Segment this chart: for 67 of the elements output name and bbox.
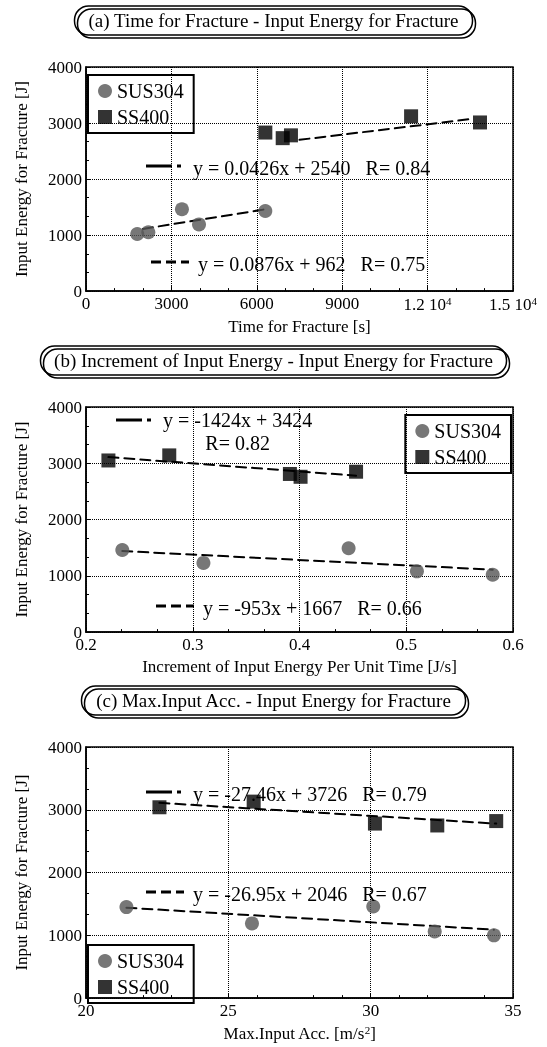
point bbox=[192, 217, 207, 232]
point bbox=[367, 816, 382, 831]
legend-label: SS400 bbox=[117, 976, 170, 998]
point bbox=[174, 202, 189, 217]
y-tick-label: 4000 bbox=[48, 397, 82, 417]
y-axis-title: Input Energy for Fracture [J] bbox=[12, 774, 31, 971]
point bbox=[489, 814, 504, 829]
point bbox=[152, 800, 167, 815]
x-tick-label: 6000 bbox=[239, 294, 274, 314]
y-tick-label: 2000 bbox=[48, 169, 82, 189]
annotation: y = 0.0876x + 962 R= 0.75 bbox=[198, 253, 426, 276]
point bbox=[349, 464, 364, 479]
annotation: y = -953x + 1667 R= 0.66 bbox=[203, 597, 422, 620]
point bbox=[115, 542, 130, 557]
chart-title: (c) Max.Input Acc. - Input Energy for Fracture bbox=[96, 690, 451, 712]
y-tick-label: 4000 bbox=[48, 57, 82, 77]
point bbox=[486, 928, 501, 943]
x-tick-label: 3000 bbox=[154, 294, 189, 314]
x-tick-label: 0.4 bbox=[288, 635, 311, 655]
point bbox=[427, 924, 442, 939]
point bbox=[472, 115, 487, 130]
point bbox=[130, 226, 145, 241]
point bbox=[244, 916, 259, 931]
x-tick-label: 0.6 bbox=[502, 635, 524, 655]
point bbox=[430, 818, 445, 833]
y-tick-label: 1000 bbox=[48, 566, 82, 586]
legend-label: SS400 bbox=[117, 106, 170, 128]
legend-label: SUS304 bbox=[117, 950, 184, 972]
point bbox=[409, 564, 424, 579]
x-tick-label: 35 bbox=[504, 1001, 522, 1021]
legend-label: SUS304 bbox=[434, 420, 502, 442]
y-tick-label: 3000 bbox=[48, 453, 82, 473]
point bbox=[196, 555, 211, 570]
y-tick-label: 3000 bbox=[48, 800, 82, 820]
y-tick-label: 2000 bbox=[48, 863, 82, 883]
point bbox=[404, 109, 419, 124]
chart-title: (a) Time for Fracture - Input Energy for Fracture bbox=[88, 10, 459, 32]
x-tick-label: 30 bbox=[362, 1001, 380, 1021]
annotation: y = 0.0426x + 2540 R= 0.84 bbox=[193, 157, 431, 180]
point bbox=[485, 567, 500, 582]
x-axis-title: Time for Fracture [s] bbox=[228, 317, 371, 336]
x-tick-label: 25 bbox=[219, 1001, 237, 1021]
x-tick-label: 0.3 bbox=[182, 635, 204, 655]
point bbox=[283, 128, 298, 143]
y-tick-label: 1000 bbox=[48, 925, 82, 945]
x-tick-label: 0.5 bbox=[395, 635, 417, 655]
point bbox=[141, 225, 156, 240]
y-tick-label: 0 bbox=[73, 281, 82, 301]
legend-label: SUS304 bbox=[117, 80, 184, 102]
y-axis-title: Input Energy for Fracture [J] bbox=[12, 81, 31, 278]
x-tick-label: 9000 bbox=[325, 294, 360, 314]
point bbox=[341, 541, 356, 556]
point bbox=[101, 453, 116, 468]
y-tick-label: 1000 bbox=[48, 225, 82, 245]
x-axis-title: Increment of Input Energy Per Unit Time [J/s] bbox=[142, 657, 457, 676]
y-tick-label: 4000 bbox=[48, 737, 82, 757]
y-tick-label: 3000 bbox=[48, 113, 82, 133]
y-tick-label: 2000 bbox=[48, 510, 82, 530]
point bbox=[258, 203, 273, 218]
y-axis-title: Input Energy for Fracture [J] bbox=[12, 421, 31, 618]
point bbox=[119, 900, 134, 915]
legend-label: SS400 bbox=[434, 446, 487, 468]
annotation: y = -1424x + 3424 R= 0.82 bbox=[163, 408, 313, 454]
chart-title: (b) Increment of Input Energy - Input Energy for Fracture bbox=[54, 350, 493, 372]
point bbox=[162, 448, 177, 463]
point bbox=[293, 469, 308, 484]
point bbox=[258, 125, 273, 140]
